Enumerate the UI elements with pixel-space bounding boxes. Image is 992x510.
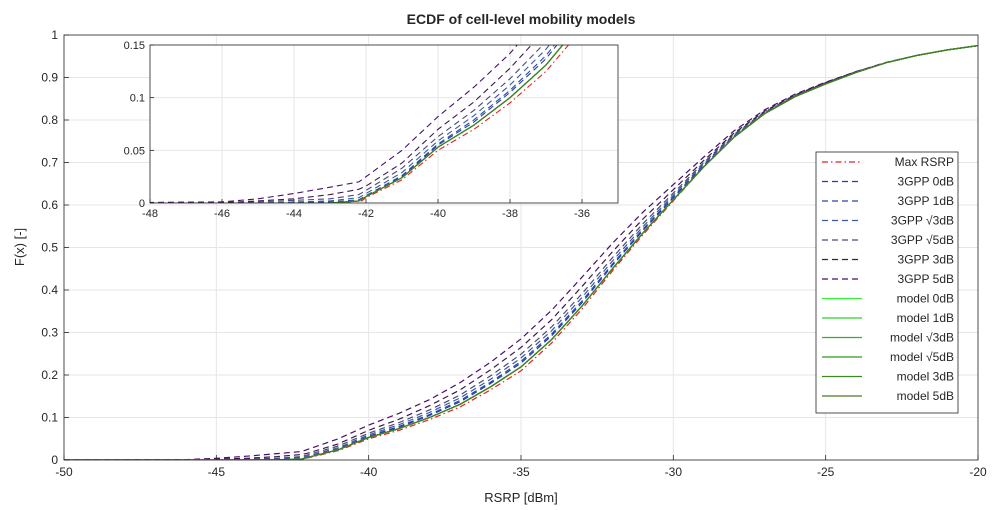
x-tick-label: -30 bbox=[665, 465, 683, 479]
legend-box bbox=[815, 151, 959, 414]
inset-x-tick-label: -36 bbox=[574, 208, 590, 220]
x-tick-label: -50 bbox=[55, 465, 73, 479]
x-tick-label: -45 bbox=[208, 465, 226, 479]
y-tick-label: 0.7 bbox=[41, 156, 58, 170]
legend-label: 3GPP 5dB bbox=[898, 272, 954, 286]
main-ticks: -50 -45 -40 -35 -30 -25 -20 0 0.1 0.2 0.3 0.4 0.5 0.6… bbox=[41, 28, 987, 479]
inset-ticks: -48 -46 -44 -42 -40 -38 -36 0 0.05 0.1 0.15 bbox=[124, 40, 590, 220]
y-tick-label: 0.5 bbox=[41, 241, 58, 255]
x-tick-label: -40 bbox=[360, 465, 378, 479]
y-tick-label: 0.1 bbox=[41, 411, 58, 425]
series-line-inset bbox=[150, 45, 544, 203]
legend-label: model √5dB bbox=[890, 350, 954, 364]
y-tick-label: 0 bbox=[51, 453, 58, 467]
series-line-inset bbox=[150, 45, 533, 203]
y-tick-label: 0.6 bbox=[41, 198, 58, 212]
x-tick-label: -20 bbox=[969, 465, 987, 479]
inset-y-tick-label: 0.1 bbox=[130, 93, 145, 105]
inset-axes-box bbox=[149, 44, 619, 204]
y-tick-label: 1 bbox=[51, 28, 58, 42]
chart-title: ECDF of cell-level mobility models bbox=[407, 11, 636, 27]
x-axis-label: RSRP [dBm] bbox=[484, 490, 557, 505]
inset-x-tick-label: -46 bbox=[214, 208, 230, 220]
inset-x-tick-label: -44 bbox=[286, 208, 302, 220]
inset-background bbox=[150, 45, 618, 203]
y-tick-label: 0.3 bbox=[41, 326, 58, 340]
series-line-main bbox=[64, 45, 978, 460]
legend-label: 3GPP √3dB bbox=[891, 214, 954, 228]
legend-label: 3GPP 1dB bbox=[898, 194, 954, 208]
main-series-group bbox=[64, 45, 978, 460]
legend-label: model 1dB bbox=[897, 311, 954, 325]
legend: Max RSRP 3GPP 0dB 3GPP 1dB 3GPP √3dB 3GPP √5… bbox=[815, 151, 959, 414]
series-line-main bbox=[64, 45, 978, 460]
series-line-inset bbox=[150, 45, 518, 203]
inset-x-tick-label: -38 bbox=[502, 208, 518, 220]
inset-x-tick-label: -40 bbox=[430, 208, 446, 220]
inset-y-tick-label: 0.05 bbox=[124, 145, 145, 157]
y-tick-label: 0.2 bbox=[41, 368, 58, 382]
inset-y-tick-label: 0.15 bbox=[124, 40, 145, 52]
series-line-main bbox=[64, 45, 978, 460]
x-tick-label: -35 bbox=[512, 465, 530, 479]
y-tick-label: 0.8 bbox=[41, 113, 58, 127]
inset-series-group bbox=[150, 45, 570, 203]
y-axis-label: F(x) [-] bbox=[12, 228, 27, 266]
y-tick-label: 0.9 bbox=[41, 71, 58, 85]
legend-label: model 0dB bbox=[897, 292, 954, 306]
legend-label: model 3dB bbox=[897, 370, 954, 384]
legend-label: 3GPP 0dB bbox=[898, 175, 954, 189]
inset-y-tick-label: 0 bbox=[139, 198, 145, 210]
series-line-inset bbox=[150, 45, 550, 203]
legend-label: 3GPP 3dB bbox=[898, 253, 954, 267]
x-tick-label: -25 bbox=[817, 465, 835, 479]
series-line-inset bbox=[150, 45, 556, 203]
legend-label: Max RSRP bbox=[895, 155, 954, 169]
y-tick-label: 0.4 bbox=[41, 283, 58, 297]
legend-label: model 5dB bbox=[897, 389, 954, 403]
legend-label: 3GPP √5dB bbox=[891, 233, 954, 247]
inset-x-tick-label: -48 bbox=[142, 208, 158, 220]
inset-x-tick-label: -42 bbox=[358, 208, 374, 220]
series-line-inset bbox=[150, 45, 564, 203]
legend-label: model √3dB bbox=[890, 331, 954, 345]
